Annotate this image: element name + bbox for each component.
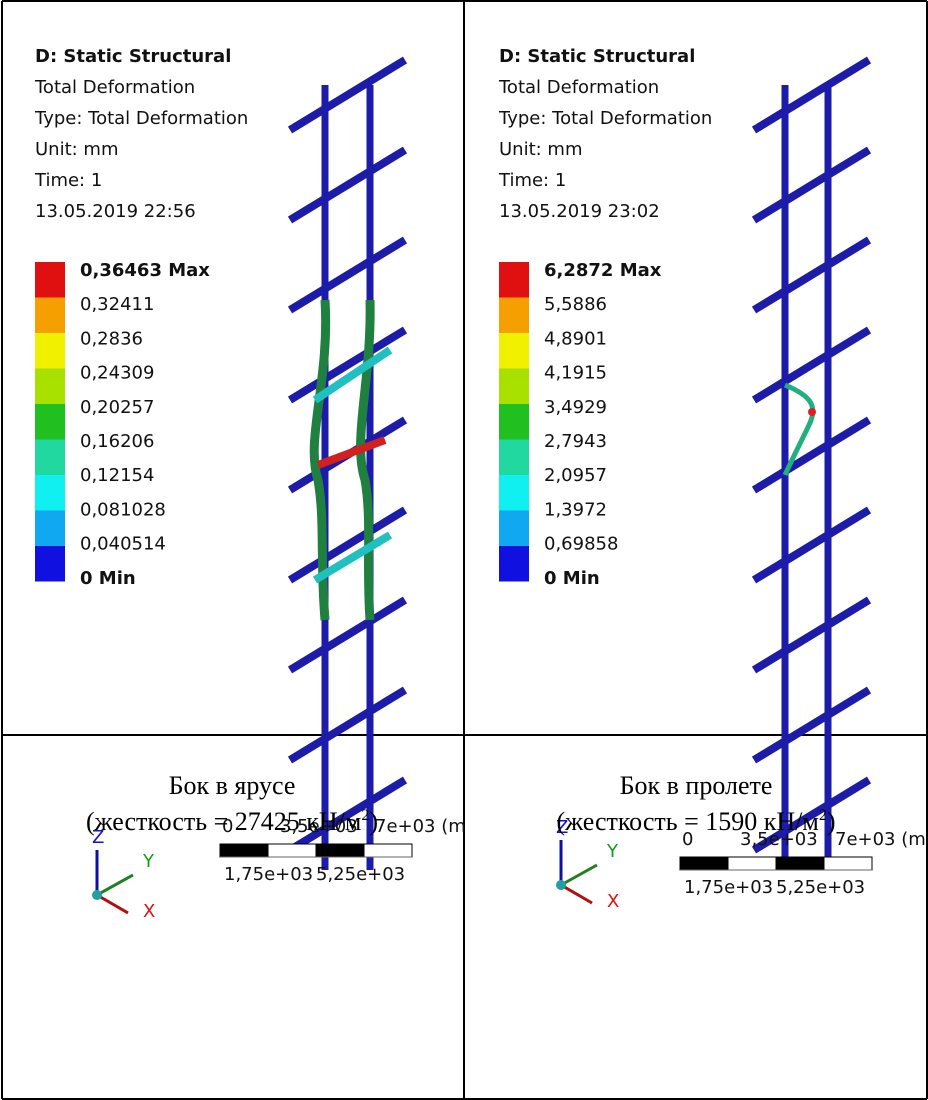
legend-label: 0,20257 [80,397,154,418]
legend-label: 0,24309 [80,363,154,384]
caption-superscript: 2 [819,807,827,824]
legend-label: 2,0957 [544,465,607,486]
analysis-title: D: Static Structural [35,46,231,67]
result-info: Unit: mm [499,139,583,160]
legend-label: 4,1915 [544,363,607,384]
scale-label: 1,75e+03 [224,864,313,885]
legend-label: 0 Min [80,568,136,589]
result-info: Total Deformation [34,77,195,98]
legend-color-band [35,475,65,511]
scale-segment [364,844,412,857]
legend-color-band [499,333,529,369]
caption-line: Бок в ярусе [169,771,296,800]
legend-color-band [35,262,65,298]
axis-label: Y [606,841,619,862]
legend-label: 3,4929 [544,397,607,418]
caption-line: Бок в пролете [620,771,773,800]
legend-color-band [35,333,65,369]
legend-color-band [499,404,529,440]
scale-segment [220,844,268,857]
scale-segment [824,857,872,870]
legend-label: 4,8901 [544,328,607,349]
analysis-title: D: Static Structural [499,46,695,67]
scale-segment [776,857,824,870]
legend-color-band [35,404,65,440]
scale-segment [268,844,316,857]
axis-label: X [143,901,155,922]
axis-label: X [607,891,619,912]
caption-superscript: 2 [361,807,369,824]
axis-origin [92,890,102,900]
scale-segment [316,844,364,857]
legend-color-band [499,369,529,405]
axis-label: Y [142,851,155,872]
legend-color-band [35,369,65,405]
scale-label: 1,75e+03 [684,877,773,898]
caption-text: (жесткость = 27425 кН/м [86,807,361,836]
legend-color-band [35,298,65,334]
legend-color-band [499,262,529,298]
scale-segment [680,857,728,870]
legend-color-band [499,475,529,511]
scale-label: 7e+03 (m [375,816,466,837]
caption-text: ) [827,807,836,836]
caption-line: (жесткость = 1590 кН/м2) [556,807,835,836]
peak-deformation [808,408,816,416]
legend-label: 0,040514 [80,534,166,555]
legend-label: 0,69858 [544,534,618,555]
scale-label: 5,25e+03 [316,864,405,885]
caption-line: (жесткость = 27425 кН/м2) [86,807,378,836]
legend-color-band [499,298,529,334]
legend-color-band [35,440,65,476]
legend-color-band [35,546,65,582]
legend-label: 0,36463 Max [80,260,210,281]
page: D: Static Structural Total Deformation Typ… [0,0,928,1100]
legend-color-band [499,511,529,547]
caption-text: (жесткость = 1590 кН/м [556,807,818,836]
legend-color-band [499,546,529,582]
legend-label: 0 Min [544,568,600,589]
legend-label: 5,5886 [544,294,607,315]
scale-label: 7e+03 (m [835,829,926,850]
legend-color-band [35,511,65,547]
result-info: Unit: mm [35,139,119,160]
result-info: Type: Total Deformation [34,108,248,129]
result-info: Time: 1 [498,170,566,191]
legend-label: 0,12154 [80,465,154,486]
legend-label: 6,2872 Max [544,260,662,281]
caption-text: ) [369,807,378,836]
legend-label: 0,16206 [80,431,154,452]
legend-color-band [499,440,529,476]
scale-segment [728,857,776,870]
result-info: 13.05.2019 23:02 [499,201,660,222]
legend-label: 1,3972 [544,499,607,520]
result-info: 13.05.2019 22:56 [35,201,196,222]
legend-label: 2,7943 [544,431,607,452]
axis-origin [556,880,566,890]
scale-label: 5,25e+03 [776,877,865,898]
result-info: Type: Total Deformation [498,108,712,129]
legend-label: 0,32411 [80,294,154,315]
legend-label: 0,2836 [80,328,143,349]
legend-label: 0,081028 [80,499,166,520]
result-info: Total Deformation [498,77,659,98]
result-info: Time: 1 [34,170,102,191]
